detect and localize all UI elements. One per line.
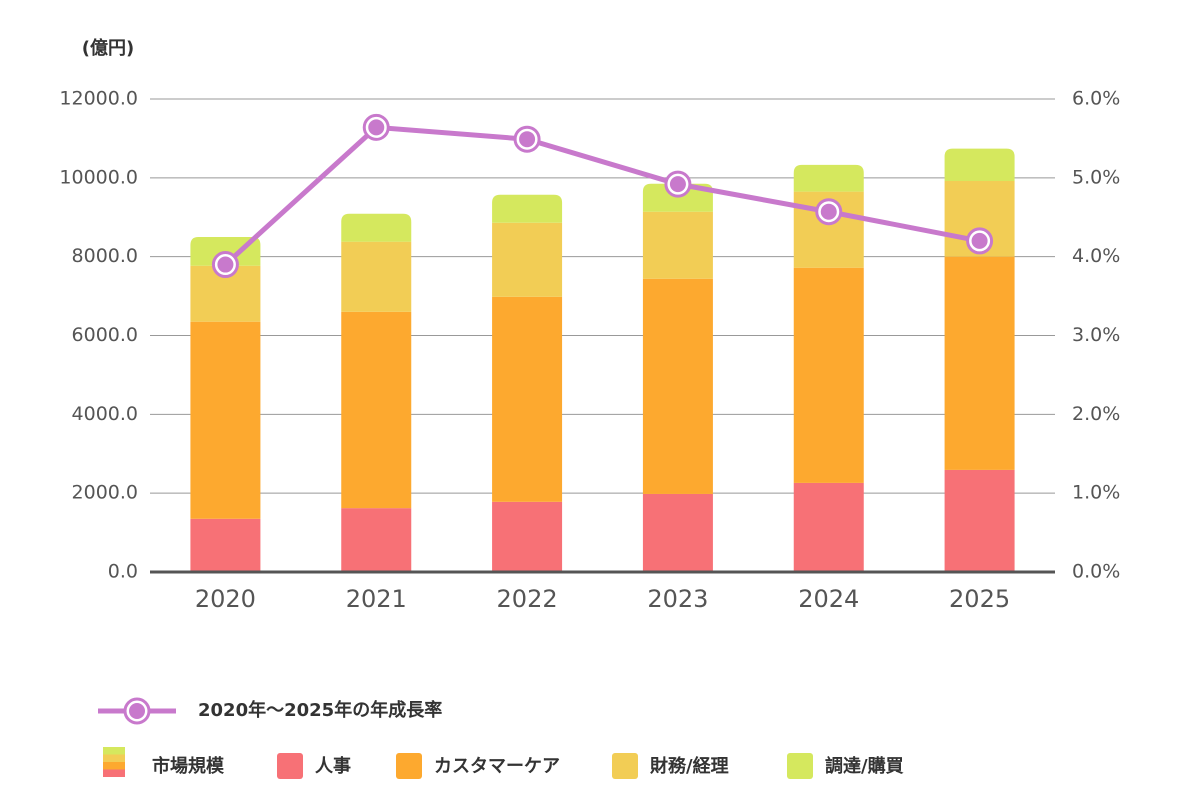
line-marker-dot xyxy=(217,256,234,273)
x-tick-label: 2022 xyxy=(497,585,558,613)
legend-stack-label: 市場規模 xyxy=(152,755,225,777)
y2-tick-label: 1.0% xyxy=(1072,482,1120,504)
x-tick-label: 2024 xyxy=(798,585,859,613)
x-tick-label: 2021 xyxy=(346,585,407,613)
y-tick-label: 4000.0 xyxy=(72,403,138,425)
y2-tick-label: 6.0% xyxy=(1072,88,1120,110)
bar-segment xyxy=(944,148,1015,181)
bar-segment xyxy=(793,267,864,483)
legend-marker-dot xyxy=(129,703,145,719)
bar-segment xyxy=(492,501,563,572)
legend-swatch xyxy=(787,753,813,779)
x-tick-label: 2023 xyxy=(647,585,708,613)
legend-stack-icon xyxy=(103,747,125,755)
bar-segment xyxy=(793,482,864,572)
bar-segment xyxy=(944,469,1015,572)
bar-segment xyxy=(341,241,412,312)
growth-line xyxy=(223,124,981,267)
bar-segment xyxy=(793,164,864,192)
y-tick-label: 12000.0 xyxy=(59,88,138,110)
y2-tick-label: 3.0% xyxy=(1072,324,1120,346)
legend-stack-icon xyxy=(103,762,125,770)
bar-segment xyxy=(190,518,261,572)
y2-tick-label: 0.0% xyxy=(1072,561,1120,583)
legend-label: 調達/購買 xyxy=(825,755,904,777)
y-tick-label: 2000.0 xyxy=(72,482,138,504)
x-tick-label: 2020 xyxy=(195,585,256,613)
line-marker-dot xyxy=(820,203,837,220)
bar-segment xyxy=(492,194,563,223)
y2-tick-label: 2.0% xyxy=(1072,403,1120,425)
legend-label: 人事 xyxy=(315,755,351,777)
bar-segment xyxy=(944,256,1015,470)
bar-segment xyxy=(642,211,713,279)
y-tick-label: 0.0 xyxy=(108,561,138,583)
bar-segment xyxy=(341,213,412,242)
y2-tick-label: 5.0% xyxy=(1072,166,1120,188)
legend-swatch xyxy=(612,753,638,779)
line-marker-dot xyxy=(669,176,686,193)
y-tick-label: 6000.0 xyxy=(72,324,138,346)
legend-label: 財務/経理 xyxy=(650,755,729,777)
line-marker-dot xyxy=(519,131,536,148)
x-tick-label: 2025 xyxy=(949,585,1010,613)
legend-swatch xyxy=(396,753,422,779)
y-tick-label: 8000.0 xyxy=(72,245,138,267)
bar-segment xyxy=(341,508,412,572)
line-marker-dot xyxy=(368,119,385,136)
y-tick-label: 10000.0 xyxy=(59,166,138,188)
bar-segment xyxy=(492,222,563,297)
line-marker-dot xyxy=(971,232,988,249)
bar-segment xyxy=(492,296,563,502)
bar-segment xyxy=(642,493,713,572)
bar-segment xyxy=(341,311,412,509)
bar-segment xyxy=(190,321,261,519)
legend-stack-icon xyxy=(103,769,125,777)
legend-stack-icon xyxy=(103,754,125,762)
legend-label: 2020年～2025年の年成長率 xyxy=(198,699,442,721)
y-axis-unit: (億円) xyxy=(82,37,134,59)
legend-swatch xyxy=(277,753,303,779)
legend-label: カスタマーケア xyxy=(434,756,560,777)
y2-tick-label: 4.0% xyxy=(1072,245,1120,267)
bar-segment xyxy=(642,183,713,212)
bar-segment xyxy=(642,278,713,494)
